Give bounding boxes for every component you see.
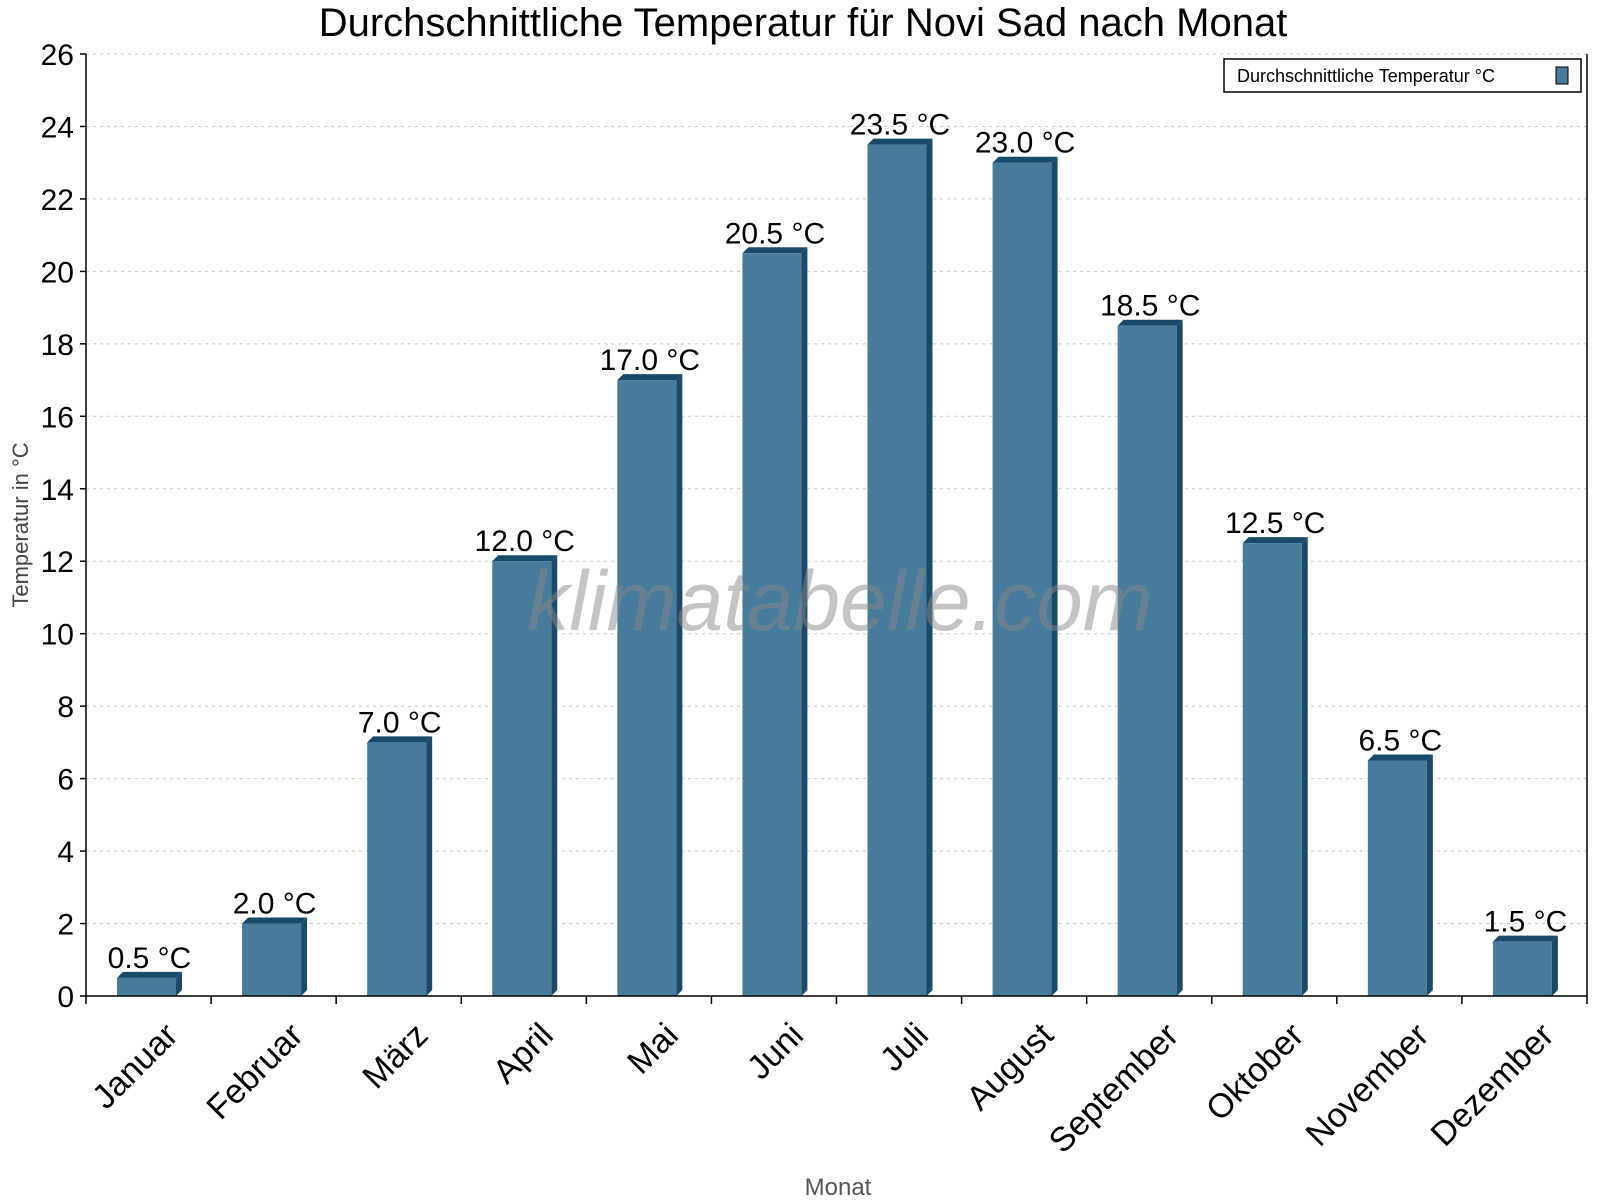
data-label: 20.5 °C bbox=[725, 217, 825, 250]
bar-top bbox=[1117, 319, 1183, 326]
data-label: 1.5 °C bbox=[1484, 906, 1568, 939]
chart-title: Durchschnittliche Temperatur für Novi Sa… bbox=[319, 1, 1288, 45]
bar-side bbox=[551, 555, 558, 996]
x-tick-label: Oktober bbox=[1199, 1016, 1311, 1128]
bar-top bbox=[992, 156, 1058, 163]
bar-group: 12.0 °C bbox=[475, 525, 575, 996]
x-tick-label: Mai bbox=[620, 1016, 686, 1082]
y-tick-label: 22 bbox=[41, 184, 74, 217]
bar-top bbox=[242, 917, 308, 924]
bar-group: 7.0 °C bbox=[358, 706, 442, 996]
bar-group: 2.0 °C bbox=[233, 888, 317, 996]
bar bbox=[867, 144, 927, 997]
bar-top bbox=[742, 247, 808, 254]
y-tick-label: 14 bbox=[41, 474, 74, 507]
data-label: 12.5 °C bbox=[1225, 507, 1325, 540]
bar-group: 23.0 °C bbox=[975, 127, 1075, 996]
y-tick-label: 16 bbox=[41, 401, 74, 434]
y-tick-label: 12 bbox=[41, 546, 74, 579]
bar-group: 1.5 °C bbox=[1484, 906, 1568, 996]
bar bbox=[1242, 543, 1302, 996]
bar bbox=[1492, 941, 1552, 996]
x-tick-label: Dezember bbox=[1424, 1016, 1562, 1154]
bar bbox=[742, 253, 802, 996]
bar-side bbox=[426, 736, 433, 996]
bar bbox=[492, 561, 552, 996]
bar bbox=[1367, 760, 1427, 996]
data-label: 7.0 °C bbox=[358, 706, 442, 739]
bar-group: 12.5 °C bbox=[1225, 507, 1325, 996]
x-tick-label: März bbox=[355, 1016, 435, 1096]
bar-side bbox=[176, 971, 182, 996]
bar-side bbox=[801, 247, 808, 996]
y-tick-label: 8 bbox=[57, 691, 74, 724]
bar-top bbox=[117, 971, 182, 978]
bar-group: 17.0 °C bbox=[600, 344, 700, 997]
bar-group: 20.5 °C bbox=[725, 217, 825, 996]
y-tick-label: 6 bbox=[57, 764, 74, 797]
bar bbox=[1117, 325, 1177, 996]
bar-top bbox=[1367, 754, 1433, 761]
bar-group: 6.5 °C bbox=[1358, 725, 1442, 996]
x-axis-label: Monat bbox=[805, 1174, 872, 1200]
bar-side bbox=[1426, 754, 1433, 996]
bar bbox=[117, 977, 176, 996]
bar-top bbox=[367, 736, 433, 743]
y-tick-label: 20 bbox=[41, 256, 74, 289]
bar-side bbox=[676, 374, 683, 997]
bar-side bbox=[1051, 156, 1058, 996]
bar-group: 23.5 °C bbox=[850, 109, 950, 997]
y-tick-label: 26 bbox=[41, 39, 74, 72]
x-tick-label: Februar bbox=[199, 1016, 310, 1127]
x-tick-label: Januar bbox=[85, 1016, 185, 1116]
bar-side bbox=[1551, 935, 1558, 996]
data-label: 2.0 °C bbox=[233, 888, 317, 921]
data-label: 12.0 °C bbox=[475, 525, 575, 558]
bar-side bbox=[926, 138, 933, 997]
bar bbox=[617, 380, 677, 997]
bar bbox=[992, 162, 1052, 996]
bar bbox=[367, 742, 427, 996]
y-tick-label: 24 bbox=[41, 111, 74, 144]
data-label: 17.0 °C bbox=[600, 344, 700, 377]
x-tick-label: Juli bbox=[873, 1016, 936, 1079]
y-tick-label: 2 bbox=[57, 909, 74, 942]
data-label: 23.5 °C bbox=[850, 109, 950, 142]
x-tick-label: September bbox=[1042, 1016, 1186, 1160]
y-tick-label: 10 bbox=[41, 619, 74, 652]
legend: Durchschnittliche Temperatur °C bbox=[1223, 58, 1582, 93]
y-axis-label: Temperatur in °C bbox=[8, 442, 33, 607]
bar-top bbox=[867, 138, 933, 145]
data-label: 23.0 °C bbox=[975, 127, 1075, 160]
bar bbox=[242, 923, 302, 996]
bar-side bbox=[1301, 537, 1308, 996]
bar-side bbox=[301, 917, 308, 996]
legend-swatch bbox=[1555, 66, 1569, 85]
watermark: klimatabelle.com bbox=[527, 554, 1153, 648]
y-tick-label: 0 bbox=[57, 981, 74, 1014]
x-tick-label: April bbox=[486, 1016, 561, 1091]
data-label: 0.5 °C bbox=[108, 942, 192, 975]
data-label: 18.5 °C bbox=[1100, 290, 1200, 323]
bar-group: 18.5 °C bbox=[1100, 290, 1200, 996]
bar-side bbox=[1176, 319, 1183, 996]
bar-top bbox=[492, 555, 558, 562]
data-label: 6.5 °C bbox=[1358, 725, 1442, 758]
y-tick-label: 4 bbox=[57, 836, 74, 869]
y-tick-label: 18 bbox=[41, 329, 74, 362]
legend-label: Durchschnittliche Temperatur °C bbox=[1237, 66, 1495, 86]
bar-top bbox=[1492, 935, 1558, 942]
bar-group: 0.5 °C bbox=[108, 942, 192, 996]
legend-box bbox=[1223, 58, 1582, 93]
bar-top bbox=[1242, 537, 1308, 544]
x-tick-label: August bbox=[959, 1016, 1061, 1118]
x-tick-label: Juni bbox=[740, 1016, 811, 1087]
bar-top bbox=[617, 374, 683, 381]
x-tick-label: November bbox=[1298, 1016, 1436, 1154]
